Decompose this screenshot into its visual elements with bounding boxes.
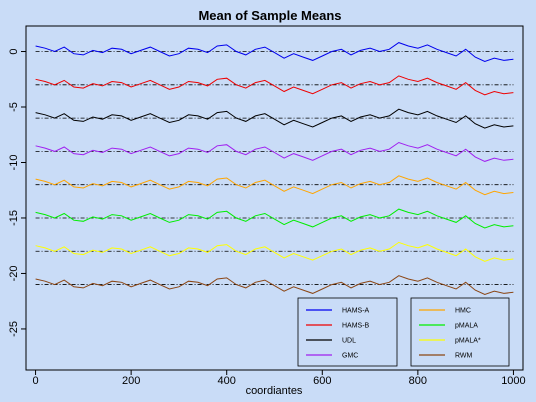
plot-frame — [25, 25, 524, 371]
x-axis-label: coordiantes — [246, 385, 303, 397]
y-tick-label-5: -25 — [8, 321, 20, 337]
legend-label-UDL: UDL — [342, 338, 356, 345]
y-tick-label-1: -5 — [8, 102, 20, 112]
series-line-RWM — [35, 275, 514, 296]
y-tick-label-4: -20 — [8, 266, 20, 282]
series-line-pMALA* — [35, 241, 514, 262]
series-line-pMALA — [35, 208, 514, 229]
y-axis: 0 -5 -10 -15 -20 -25 — [8, 48, 26, 337]
series-lines — [35, 42, 514, 296]
series-line-HMC — [35, 175, 514, 196]
legend-label-GMC: GMC — [342, 353, 358, 360]
legend-label-RWM: RWM — [455, 353, 473, 360]
chart-title: Mean of Sample Means — [198, 8, 341, 23]
x-tick-label-5: 1000 — [501, 375, 525, 387]
y-tick-label-0: 0 — [8, 48, 20, 54]
x-tick-label-0: 0 — [32, 375, 38, 387]
x-tick-label-2: 400 — [218, 375, 236, 387]
legend-label-HAMS-A: HAMS-A — [342, 308, 370, 315]
x-tick-label-4: 800 — [409, 375, 427, 387]
legend-label-HMC: HMC — [455, 308, 471, 315]
legend: HAMS-A HAMS-B UDL GMC HMC pMALA pMALA* RWM — [297, 297, 510, 367]
legend-label-HAMS-B: HAMS-B — [342, 323, 370, 330]
x-tick-label-3: 600 — [313, 375, 331, 387]
series-line-GMC — [35, 141, 514, 162]
series-line-UDL — [35, 108, 514, 129]
reference-lines — [35, 51, 514, 285]
legend-label-pMALA: pMALA — [455, 323, 478, 330]
legend-label-pMALA*: pMALA* — [455, 338, 481, 345]
series-line-HAMS-A — [35, 42, 514, 63]
x-tick-label-1: 200 — [122, 375, 140, 387]
y-tick-label-2: -10 — [8, 155, 20, 171]
series-line-HAMS-B — [35, 75, 514, 96]
y-tick-label-3: -15 — [8, 210, 20, 226]
x-axis: 0 200 400 600 800 1000 — [32, 370, 526, 387]
